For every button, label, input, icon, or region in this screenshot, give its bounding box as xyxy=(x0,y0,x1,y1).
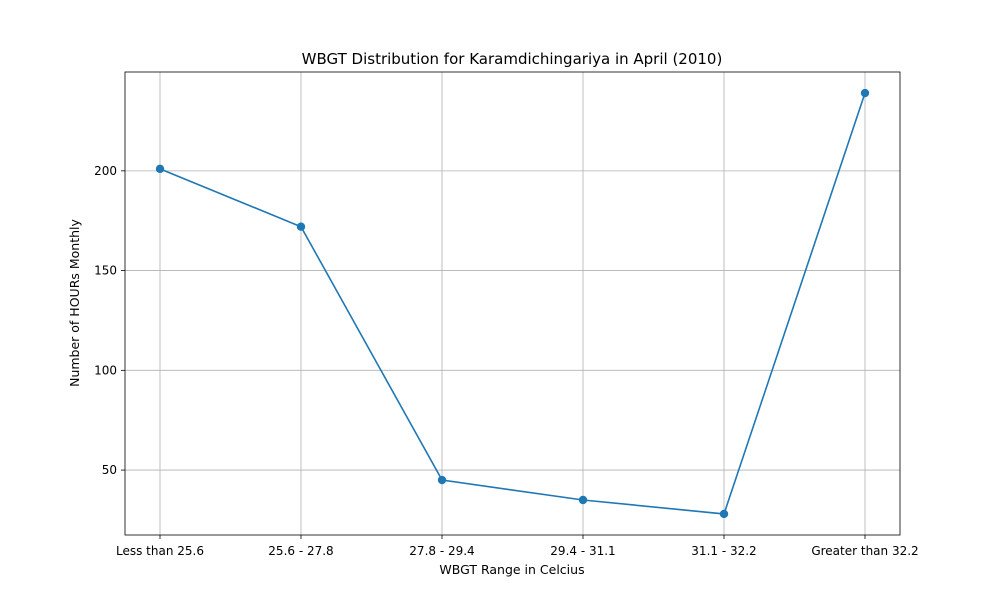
grid xyxy=(125,72,900,535)
data-point xyxy=(155,164,165,174)
plot-area-frame xyxy=(124,71,901,536)
y-tick-label: 200 xyxy=(94,164,117,178)
x-tick-label: 27.8 - 29.4 xyxy=(409,544,474,558)
series xyxy=(155,88,870,519)
y-tick-label: 150 xyxy=(94,264,117,278)
data-point xyxy=(719,509,729,519)
series-line xyxy=(159,92,866,515)
y-tick-label: 50 xyxy=(102,463,117,477)
x-tick-label: Less than 25.6 xyxy=(116,544,204,558)
data-point xyxy=(296,222,306,231)
y-axis-label: Number of HOURs Monthly xyxy=(67,218,82,386)
y-tick-label: 100 xyxy=(94,363,117,377)
x-tick-label: 25.6 - 27.8 xyxy=(268,544,333,558)
data-point xyxy=(578,495,588,505)
x-tick-label: 29.4 - 31.1 xyxy=(550,544,615,558)
x-tick-label: 31.1 - 32.2 xyxy=(691,544,756,558)
x-tick-label: Greater than 32.2 xyxy=(811,544,918,558)
axis-ticks: Less than 25.6 25.6 - 27.8 27.8 - 29.4 29.4… xyxy=(94,164,919,558)
data-point xyxy=(437,475,447,485)
chart-title: WBGT Distribution for Karamdichingariya … xyxy=(302,50,723,68)
data-point xyxy=(860,88,870,98)
x-axis-label: WBGT Range in Celcius xyxy=(439,562,584,577)
